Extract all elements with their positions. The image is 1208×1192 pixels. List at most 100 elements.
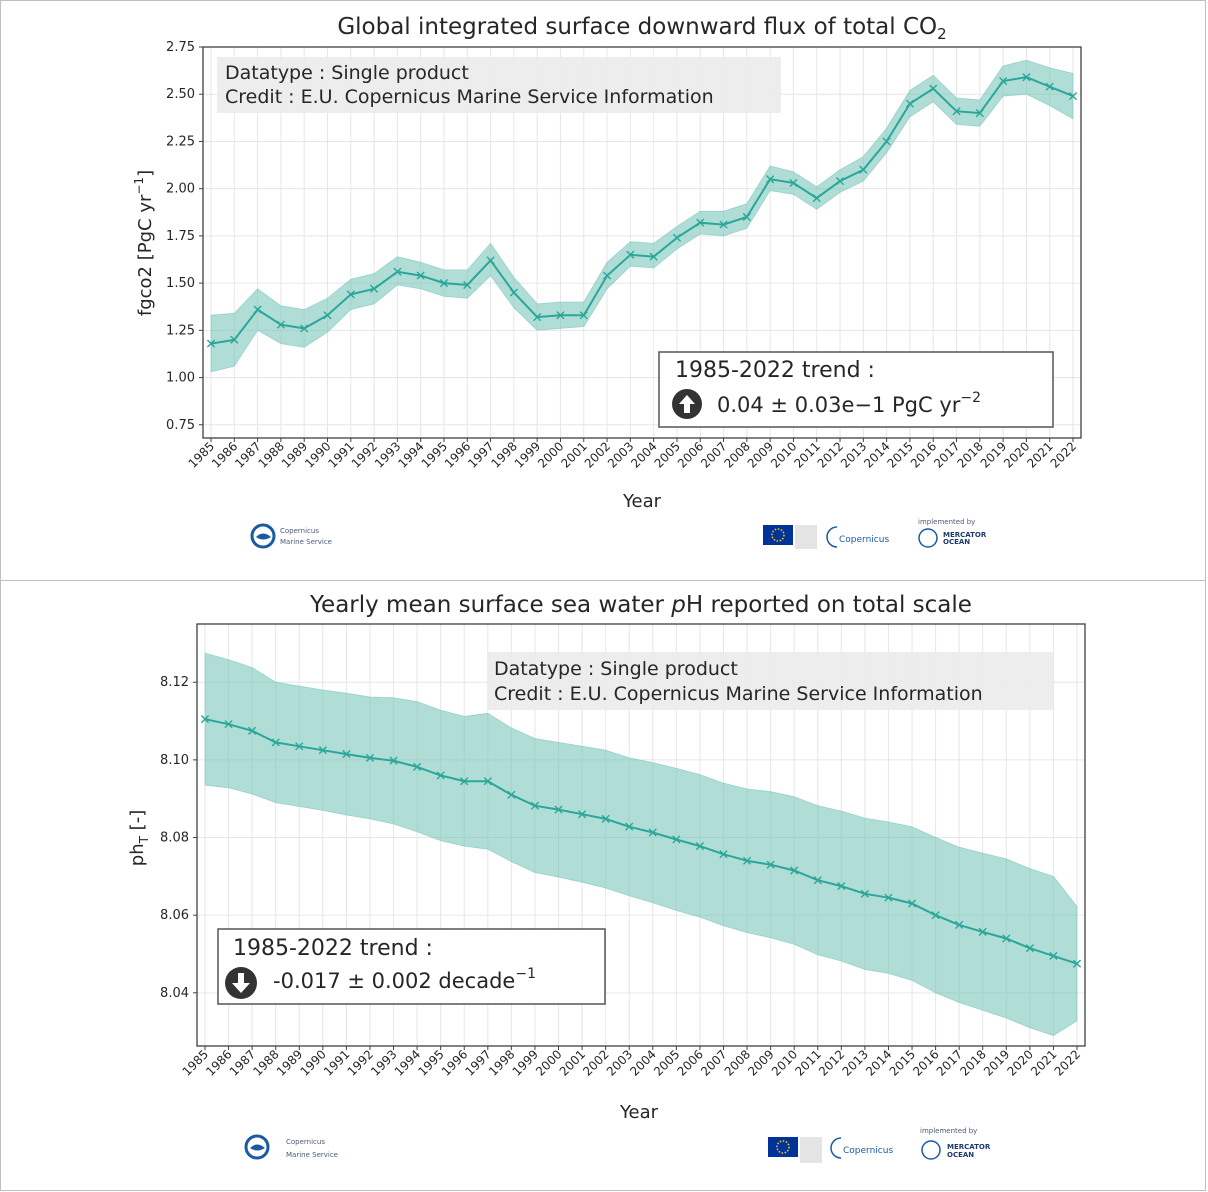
trend-title: 1985-2022 trend : — [675, 358, 875, 383]
data-point-1985 — [200, 715, 210, 724]
x-tick-label: 1998 — [488, 439, 519, 470]
trend-box-frame — [217, 928, 606, 1005]
y-tick-label: 8.08 — [160, 831, 189, 846]
x-tick-label: 1985 — [180, 1047, 211, 1078]
x-tick-label: 2016 — [910, 1047, 941, 1078]
uncertainty-band — [204, 652, 1078, 1036]
x-tick-label: 1992 — [349, 439, 380, 470]
x-tick-label: 2008 — [722, 1047, 753, 1078]
x-tick-label: 1990 — [302, 439, 333, 470]
data-point-1993 — [389, 756, 398, 765]
data-point-2022 — [1068, 92, 1078, 101]
data-point-1997 — [486, 256, 495, 265]
x-tick-label: 1987 — [227, 1047, 258, 1078]
data-point-2015 — [907, 899, 917, 908]
data-point-2006 — [696, 218, 705, 227]
data-point-1998 — [507, 790, 516, 799]
arrow-down-icon — [225, 967, 257, 999]
data-point-1999 — [533, 313, 542, 322]
x-tick-label: 1998 — [486, 1047, 517, 1078]
y-axis-label: phT [-] — [127, 810, 151, 866]
x-tick-label: 1995 — [419, 439, 450, 470]
x-tick-label: 2009 — [745, 439, 776, 470]
data-point-2017 — [952, 107, 961, 116]
data-point-1999 — [530, 801, 540, 810]
trend-value: 0.04 ± 0.03e−1 PgC yr−2 — [717, 390, 981, 417]
info-box-bg — [217, 57, 781, 113]
mercator-ocean-logo: implemented by MERCATOR OCEAN — [920, 1127, 991, 1160]
data-point-2012 — [837, 881, 846, 891]
x-tick-label: 1992 — [345, 1047, 376, 1078]
x-tick-label: 1990 — [297, 1047, 328, 1078]
x-tick-label: 1993 — [372, 439, 403, 470]
x-tick-label: 2013 — [840, 1047, 871, 1078]
x-tick-label: 2012 — [816, 1047, 847, 1078]
data-point-2012 — [835, 177, 845, 186]
trend-value: -0.017 ± 0.002 decade−1 — [273, 966, 536, 993]
x-tick-label: 2017 — [931, 439, 962, 470]
info-datatype: Datatype : Single product — [494, 658, 738, 680]
data-point-2005 — [672, 233, 682, 242]
x-tick-label: 2004 — [627, 1047, 658, 1078]
x-tick-label: 2011 — [792, 1047, 823, 1078]
x-tick-label: 2007 — [698, 439, 729, 470]
x-tick-label: 1997 — [462, 1047, 493, 1078]
x-tick-label: 1989 — [274, 1047, 305, 1078]
panel-ph: Yearly mean surface sea water pH reporte… — [0, 580, 1206, 1191]
x-axis-ticks: 1985198619871988198919901991199219931994… — [180, 1046, 1083, 1079]
svg-text:Copernicus: Copernicus — [843, 1146, 893, 1156]
x-tick-label: 1986 — [203, 1047, 234, 1078]
data-point-2022 — [1072, 959, 1082, 968]
x-tick-label: 1991 — [325, 439, 356, 470]
data-point-1992 — [365, 753, 375, 763]
data-point-2016 — [929, 84, 938, 93]
data-point-2020 — [1022, 73, 1031, 82]
svg-text:Marine Service: Marine Service — [286, 1151, 338, 1159]
data-point-1996 — [460, 777, 469, 786]
data-point-2003 — [626, 250, 635, 259]
x-tick-label: 1996 — [439, 1047, 470, 1078]
x-tick-label: 2021 — [1028, 1047, 1059, 1078]
info-box: Datatype : Single product Credit : E.U. … — [487, 652, 1053, 710]
y-tick-label: 8.06 — [160, 908, 189, 923]
x-tick-label: 2002 — [580, 1047, 611, 1078]
eu-flag-logo — [768, 1137, 822, 1163]
data-point-1990 — [323, 311, 332, 320]
x-tick-label: 1999 — [510, 1047, 541, 1078]
data-point-2005 — [672, 835, 681, 844]
data-point-2013 — [860, 889, 869, 898]
data-point-2014 — [884, 893, 893, 902]
x-tick-label: 1993 — [368, 1047, 399, 1078]
data-point-2021 — [1049, 951, 1058, 961]
data-point-1992 — [369, 284, 379, 293]
data-point-2009 — [766, 175, 775, 184]
x-tick-label: 2001 — [557, 1047, 588, 1078]
y-tick-label: 8.10 — [160, 753, 189, 768]
x-tick-label: 1994 — [395, 439, 426, 470]
x-tick-label: 1986 — [209, 439, 240, 470]
svg-text:MERCATOR: MERCATOR — [947, 1143, 991, 1151]
x-tick-label: 2020 — [1004, 1047, 1035, 1078]
x-tick-label: 2019 — [981, 1047, 1012, 1078]
x-tick-label: 1988 — [256, 439, 287, 470]
series-line — [204, 718, 1078, 965]
x-tick-label: 2021 — [1024, 439, 1055, 470]
svg-text:Copernicus: Copernicus — [839, 535, 889, 545]
x-tick-label: 2005 — [651, 1047, 682, 1078]
uncertainty-area — [204, 652, 1078, 1036]
x-tick-label: 2022 — [1052, 1047, 1083, 1078]
x-tick-label: 1997 — [465, 439, 496, 470]
x-tick-label: 2010 — [769, 1047, 800, 1078]
series-line-path — [210, 76, 1074, 345]
x-tick-label: 1987 — [232, 439, 263, 470]
y-tick-label: 2.25 — [166, 134, 195, 149]
y-axis-ticks: 0.75 1.00 1.25 1.50 1.75 2.00 2.25 2.50 2.75 — [166, 40, 203, 433]
info-credit: Credit : E.U. Copernicus Marine Service … — [225, 86, 714, 108]
data-point-1995 — [436, 771, 445, 780]
data-point-2013 — [859, 165, 868, 174]
x-tick-label: 2007 — [698, 1047, 729, 1078]
data-point-1989 — [300, 324, 309, 333]
y-tick-label: 0.75 — [166, 418, 195, 433]
panel-co2-flux: Global integrated surface downward flux … — [0, 0, 1206, 581]
